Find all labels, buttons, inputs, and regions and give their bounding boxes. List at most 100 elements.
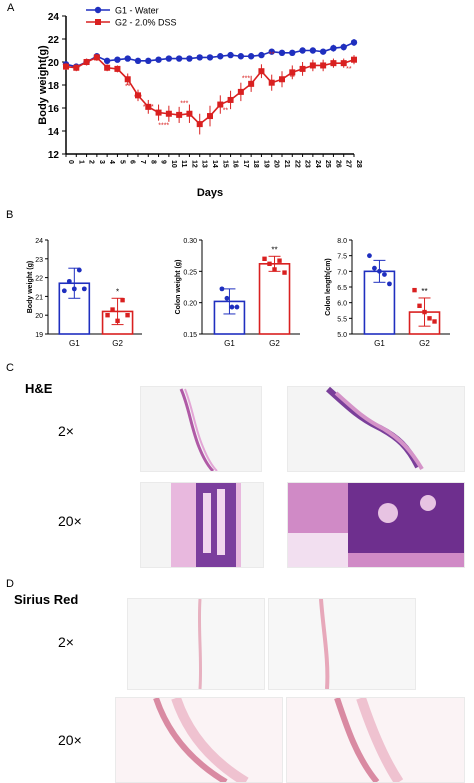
panel-label-c: C: [6, 362, 14, 374]
data-point: [319, 48, 327, 55]
y-tick-label: 14: [48, 127, 60, 138]
data-point: [196, 54, 203, 61]
data-point: [432, 319, 437, 324]
data-point: [267, 261, 272, 267]
data-point: [76, 267, 82, 273]
data-point: [387, 281, 392, 287]
x-tick-label: 5: [118, 160, 125, 164]
significance-annotation: **: [223, 108, 229, 115]
y-tick-label: 5.0: [337, 332, 347, 339]
he-g2-20x-image: [287, 482, 465, 568]
data-point: [103, 57, 111, 65]
colon-length-bar-chart: 5.0 5.5 6.0 6.5 7.0 7.5 8.0 Colon length(cm) G1 G…: [325, 238, 450, 348]
data-point: [71, 286, 77, 292]
data-point: [207, 113, 213, 120]
data-point: [382, 272, 387, 277]
he-g1-2x-tissue: [179, 388, 218, 471]
data-point: [268, 48, 275, 55]
data-point: [340, 43, 347, 51]
x-tick-label: 13: [201, 160, 208, 168]
data-point: [320, 62, 327, 69]
data-point: [125, 313, 130, 318]
sirius-g1-20x-tissue: [153, 698, 249, 782]
x-tick-label: 25: [324, 160, 331, 168]
he-g2-2x-tissue: [325, 387, 424, 471]
he-g1-2x-image: [140, 386, 262, 472]
sirius-magnification-2x: 2×: [58, 634, 74, 650]
data-point: [155, 109, 162, 116]
he-g1-20x-tissue: [171, 483, 241, 567]
x-tick-label: 8: [149, 160, 156, 164]
significance-annotation: **: [269, 51, 275, 58]
he-g1-20x-image: [140, 482, 264, 568]
he-magnification-2x: 2×: [58, 423, 74, 439]
data-point: [422, 309, 427, 315]
data-point: [309, 47, 317, 54]
x-tick-label: 28: [355, 160, 362, 168]
significance-annotation: **: [125, 83, 131, 90]
data-point: [309, 62, 316, 69]
x-tick-label: 1: [77, 160, 84, 164]
y-axis-label: Colon weight (g): [175, 260, 182, 315]
y-tick-label: 0.20: [183, 301, 197, 308]
x-tick-label: G1: [69, 339, 80, 348]
significance-annotation: ***: [134, 94, 142, 101]
x-tick-label: 27: [345, 160, 352, 168]
x-tick-label: 20: [273, 160, 280, 168]
data-point: [229, 304, 235, 310]
data-point: [350, 39, 358, 46]
x-tick-label: G2: [112, 339, 123, 348]
x-tick-label: 18: [252, 160, 259, 168]
data-point: [206, 54, 214, 61]
sirius-g2-20x-tissue: [334, 698, 404, 782]
y-tick-label: 12: [48, 150, 60, 161]
data-point: [217, 101, 224, 108]
significance-annotation: ***: [180, 101, 188, 108]
data-point: [115, 318, 120, 324]
y-tick-label: 16: [48, 104, 60, 115]
y-tick-label: 8.0: [337, 238, 347, 245]
x-tick-label: 21: [283, 160, 290, 168]
data-point: [124, 76, 131, 83]
data-point: [63, 63, 69, 70]
data-point: [196, 121, 203, 128]
data-point: [124, 55, 131, 62]
y-tick-label: 7.0: [337, 269, 347, 276]
data-point: [299, 47, 306, 54]
y-tick-label: 7.5: [337, 254, 347, 261]
y-tick-label: 21: [35, 294, 43, 301]
data-point: [227, 96, 234, 103]
data-point: [247, 53, 255, 60]
data-point: [186, 55, 193, 62]
data-point: [227, 51, 234, 59]
data-point: [412, 287, 417, 293]
x-tick-label: 2: [88, 160, 95, 164]
data-point: [258, 68, 265, 75]
data-point: [61, 288, 67, 294]
he-stain-title: H&E: [25, 381, 53, 396]
data-point: [282, 270, 287, 275]
data-point: [110, 307, 115, 312]
x-tick-label: G2: [269, 339, 280, 348]
sirius-g2-2x-tissue: [319, 599, 330, 689]
data-point: [234, 304, 240, 310]
significance-annotation: ****: [158, 123, 169, 130]
panel-label-a: A: [7, 2, 15, 14]
data-point: [272, 267, 277, 272]
significance-annotation: **: [271, 245, 277, 254]
data-point: [330, 60, 337, 67]
x-tick-label: 15: [221, 160, 228, 168]
y-tick-label: 18: [48, 81, 60, 92]
data-point: [417, 303, 422, 308]
x-tick-label: 11: [180, 160, 187, 168]
data-point: [258, 51, 265, 59]
x-tick-label: 24: [314, 160, 321, 168]
x-tick-label: 12: [190, 160, 197, 168]
data-point: [262, 256, 267, 261]
y-tick-label: 0.15: [183, 332, 197, 339]
data-point: [248, 80, 255, 87]
x-tick-label: 14: [211, 160, 218, 168]
significance-annotation: **: [421, 287, 427, 296]
data-point: [105, 313, 110, 318]
x-tick-label: 7: [139, 160, 146, 164]
